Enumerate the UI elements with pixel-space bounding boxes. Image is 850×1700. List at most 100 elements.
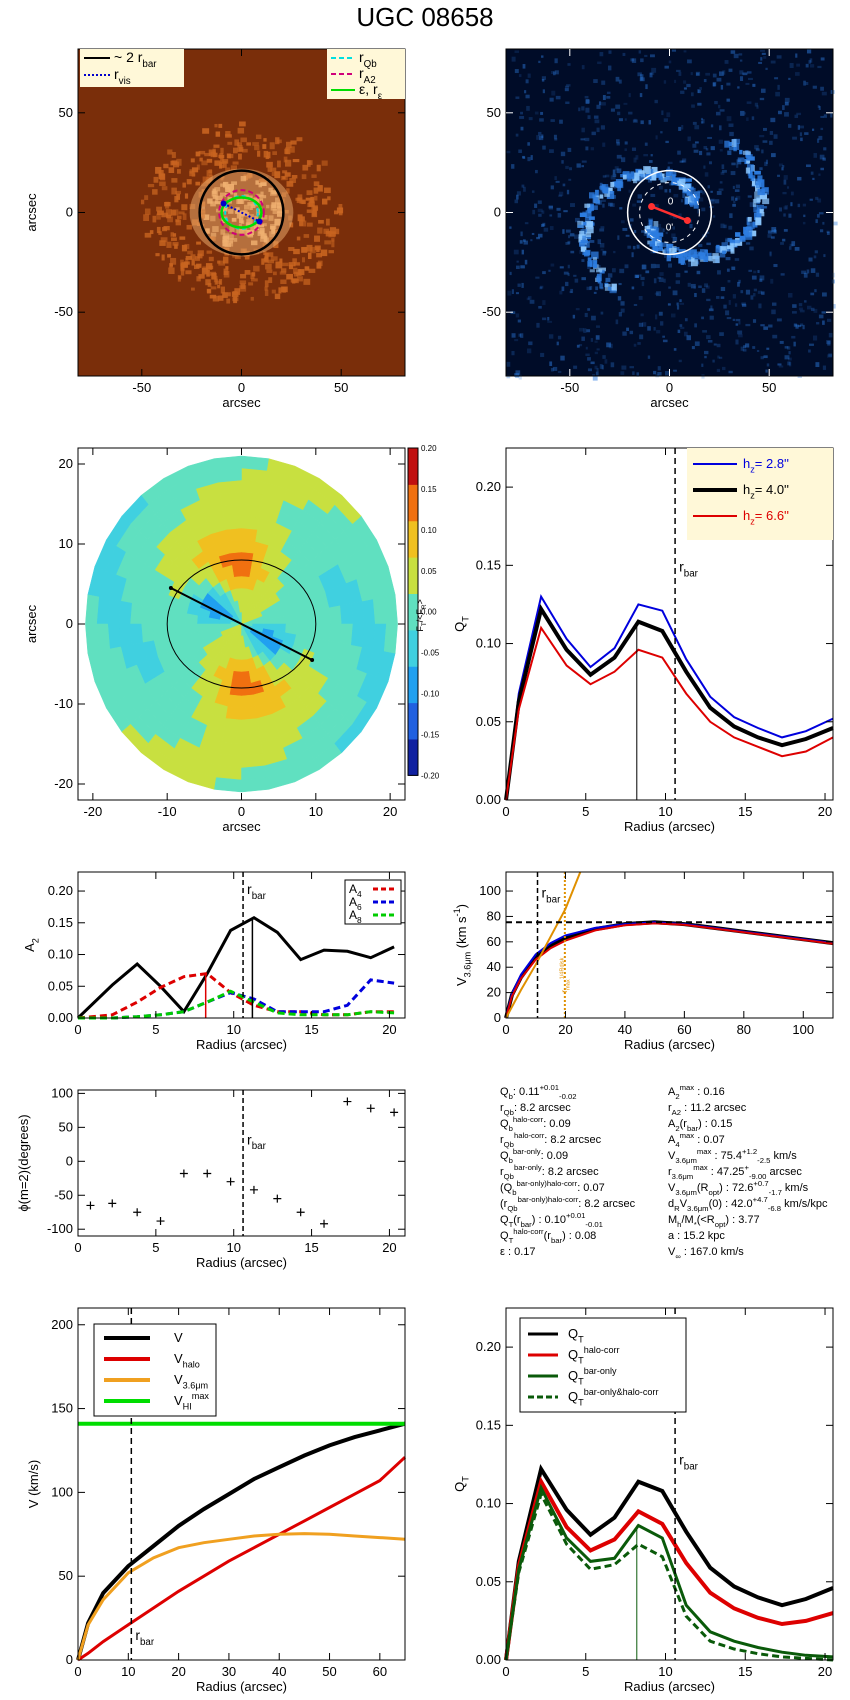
- map-cell: [223, 515, 242, 530]
- disk-pixel: [159, 173, 166, 181]
- disk-pixel: [285, 141, 292, 149]
- noise-pixel: [631, 286, 635, 290]
- disk-pixel: [286, 273, 293, 280]
- noise-pixel: [527, 156, 531, 162]
- x-tick-label: 5: [152, 1022, 159, 1037]
- arm-pixel: [611, 283, 617, 292]
- disk-pixel: [280, 279, 287, 285]
- noise-pixel: [632, 371, 635, 375]
- arm-pixel: [669, 247, 677, 255]
- noise-pixel: [766, 347, 770, 350]
- noise-pixel: [763, 326, 769, 330]
- disk-pixel: [202, 128, 210, 134]
- bar-major-axis: [170, 587, 313, 661]
- bar-ellipse: [166, 559, 317, 689]
- noise-pixel: [673, 348, 677, 351]
- disk-pixel: [233, 147, 238, 154]
- noise-pixel: [641, 281, 645, 287]
- noise-pixel: [524, 259, 528, 265]
- legend-label: A8: [349, 908, 362, 925]
- noise-pixel: [820, 167, 824, 171]
- noise-pixel: [683, 80, 687, 84]
- noise-pixel: [740, 346, 744, 351]
- noise-pixel: [660, 131, 663, 134]
- noise-pixel: [812, 335, 818, 341]
- noise-pixel: [718, 356, 723, 359]
- arm-pixel: [666, 244, 673, 249]
- noise-pixel: [767, 234, 772, 238]
- noise-pixel: [526, 105, 530, 111]
- noise-pixel: [550, 119, 555, 122]
- arm-pixel: [664, 176, 672, 181]
- parameter-row: A2(rbar) : 0.15: [668, 1118, 732, 1133]
- noise-pixel: [666, 112, 671, 118]
- noise-pixel: [600, 125, 605, 130]
- arm-pixel: [591, 251, 599, 259]
- noise-pixel: [659, 272, 664, 276]
- map-cell: [351, 600, 365, 625]
- disk-pixel: [306, 160, 313, 165]
- disk-pixel: [218, 295, 224, 301]
- noise-pixel: [710, 199, 715, 204]
- arm-pixel: [677, 178, 686, 186]
- disk-pixel: [262, 144, 267, 149]
- noise-pixel: [563, 210, 568, 213]
- x-tick-label: -50: [132, 380, 151, 395]
- noise-pixel: [602, 355, 606, 359]
- disk-pixel: [301, 257, 305, 263]
- noise-pixel: [803, 272, 808, 278]
- y-axis-label: V (km/s): [26, 1460, 41, 1508]
- velocity-component-line: [77, 1456, 407, 1662]
- disk-pixel: [169, 263, 174, 267]
- disk-pixel: [291, 175, 298, 179]
- noise-pixel: [771, 153, 776, 158]
- noise-pixel: [739, 70, 744, 75]
- noise-pixel: [562, 229, 565, 234]
- disk-pixel: [240, 137, 247, 143]
- disk-pixel: [193, 264, 200, 270]
- arm-pixel: [597, 277, 602, 284]
- phase-point: [273, 1194, 282, 1203]
- noise-pixel: [641, 230, 646, 233]
- noise-pixel: [523, 240, 528, 245]
- noise-pixel: [516, 260, 519, 263]
- disk-pixel: [186, 179, 192, 185]
- noise-pixel: [699, 87, 702, 91]
- noise-pixel: [522, 239, 526, 242]
- map-cell: [174, 611, 187, 625]
- noise-pixel: [814, 289, 817, 293]
- arm-pixel: [622, 171, 630, 179]
- arm-pixel: [735, 232, 741, 237]
- phase-point: [320, 1219, 329, 1228]
- noise-pixel: [680, 326, 685, 330]
- arm-pixel: [579, 212, 587, 218]
- noise-pixel: [793, 341, 796, 347]
- noise-pixel: [569, 233, 575, 237]
- noise-pixel: [654, 99, 658, 104]
- noise-pixel: [635, 275, 639, 278]
- noise-pixel: [819, 229, 824, 233]
- disk-pixel: [214, 123, 218, 128]
- noise-pixel: [779, 340, 784, 344]
- arm-pixel: [592, 194, 597, 199]
- noise-pixel: [622, 227, 628, 231]
- arm-pixel: [585, 241, 590, 248]
- y-tick-label: 0.15: [476, 1417, 501, 1432]
- noise-pixel: [687, 136, 691, 142]
- noise-pixel: [753, 293, 756, 297]
- arm-pixel: [662, 249, 666, 254]
- disk-pixel: [217, 260, 221, 264]
- noise-pixel: [610, 175, 616, 180]
- arm-pixel: [739, 235, 746, 240]
- noise-pixel: [590, 147, 595, 151]
- noise-pixel: [698, 197, 704, 202]
- x-tick-label: 10: [121, 1664, 135, 1679]
- disk-pixel: [175, 190, 182, 195]
- noise-pixel: [735, 339, 739, 345]
- noise-pixel: [821, 91, 827, 96]
- rbar-label: rbar: [135, 1627, 155, 1648]
- arm-pixel: [587, 261, 593, 267]
- noise-pixel: [743, 112, 747, 115]
- colorbar-segment: [408, 702, 418, 740]
- noise-pixel: [713, 343, 717, 346]
